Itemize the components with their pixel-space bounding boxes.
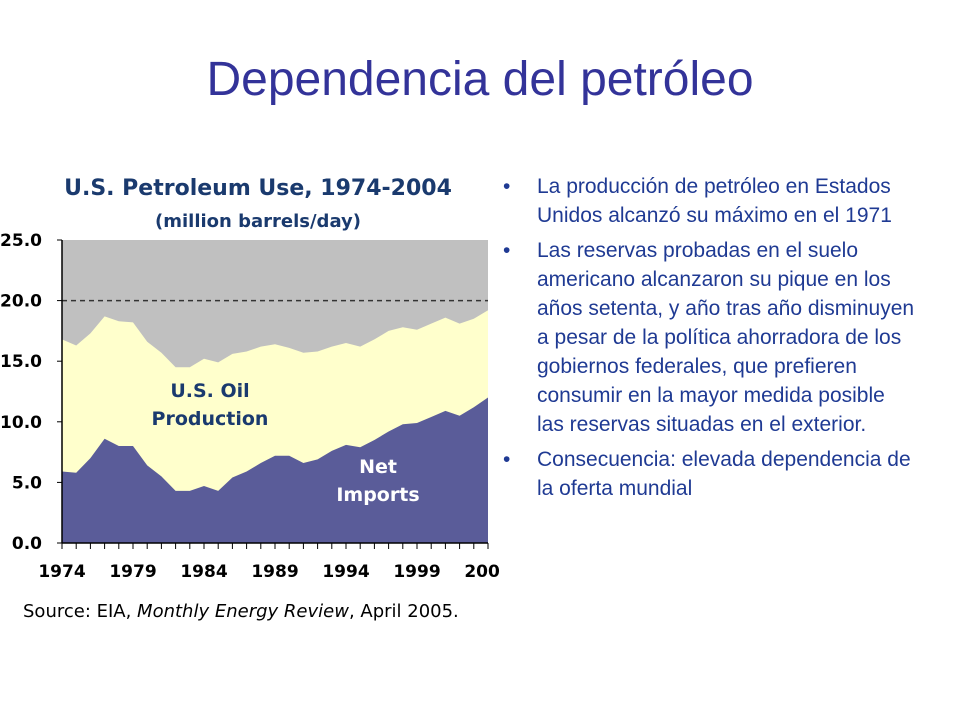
source-prefix: Source: EIA, [23,601,137,622]
net-imports-label: Net [359,456,397,478]
production-label: Production [152,408,269,430]
bullet-item: • La producción de petróleo en Estados Un… [497,172,917,230]
slide-title: Dependencia del petróleo [206,53,754,106]
bullet-marker: • [503,175,511,198]
source-publication: Monthly Energy Review [137,601,349,622]
x-tick-label: 1984 [180,562,227,582]
y-tick-label: 25.0 [0,231,42,251]
x-tick-label: 1994 [322,562,369,582]
x-tick-label: 1979 [109,562,156,582]
bullet-marker: • [503,239,511,262]
y-tick-label: 0.0 [12,534,42,554]
y-tick-label: 20.0 [0,292,42,312]
y-tick-label: 10.0 [0,413,42,433]
bullet-marker: • [503,448,511,471]
production-label: U.S. Oil [170,380,249,402]
chart-subtitle: (million barrels/day) [155,211,361,232]
axes: 25.0 20.0 15.0 10.0 5.0 0.0 1974 1979 1984 1989 19… [0,231,500,582]
x-tick-label: 1974 [38,562,85,582]
y-tick-label: 5.0 [12,473,42,493]
x-tick-label: 1999 [393,562,440,582]
chart-title: U.S. Petroleum Use, 1974-2004 [64,176,452,201]
bullet-text: Consecuencia: elevada dependencia de la … [537,448,911,500]
y-tick-label: 15.0 [0,352,42,372]
net-imports-label: Imports [336,484,419,506]
bullet-item: • Las reservas probadas en el suelo ameri… [497,236,917,439]
plot-area: Net Imports U.S. Oil Production [62,240,488,543]
x-tick-label: 1989 [251,562,298,582]
bullet-list: • La producción de petróleo en Estados Un… [497,172,917,509]
x-tick-label: 2004 [464,562,500,582]
bullet-item: • Consecuencia: elevada dependencia de la… [497,445,917,503]
source-suffix: , April 2005. [349,601,459,622]
net-imports-area [62,397,488,543]
bullet-text: La producción de petróleo en Estados Uni… [537,175,892,227]
bullet-text: Las reservas probadas en el suelo americ… [537,239,915,436]
chart-source-note: Source: EIA, Monthly Energy Review, Apri… [23,601,459,622]
petroleum-use-chart: U.S. Petroleum Use, 1974-2004 (million b… [0,176,500,622]
